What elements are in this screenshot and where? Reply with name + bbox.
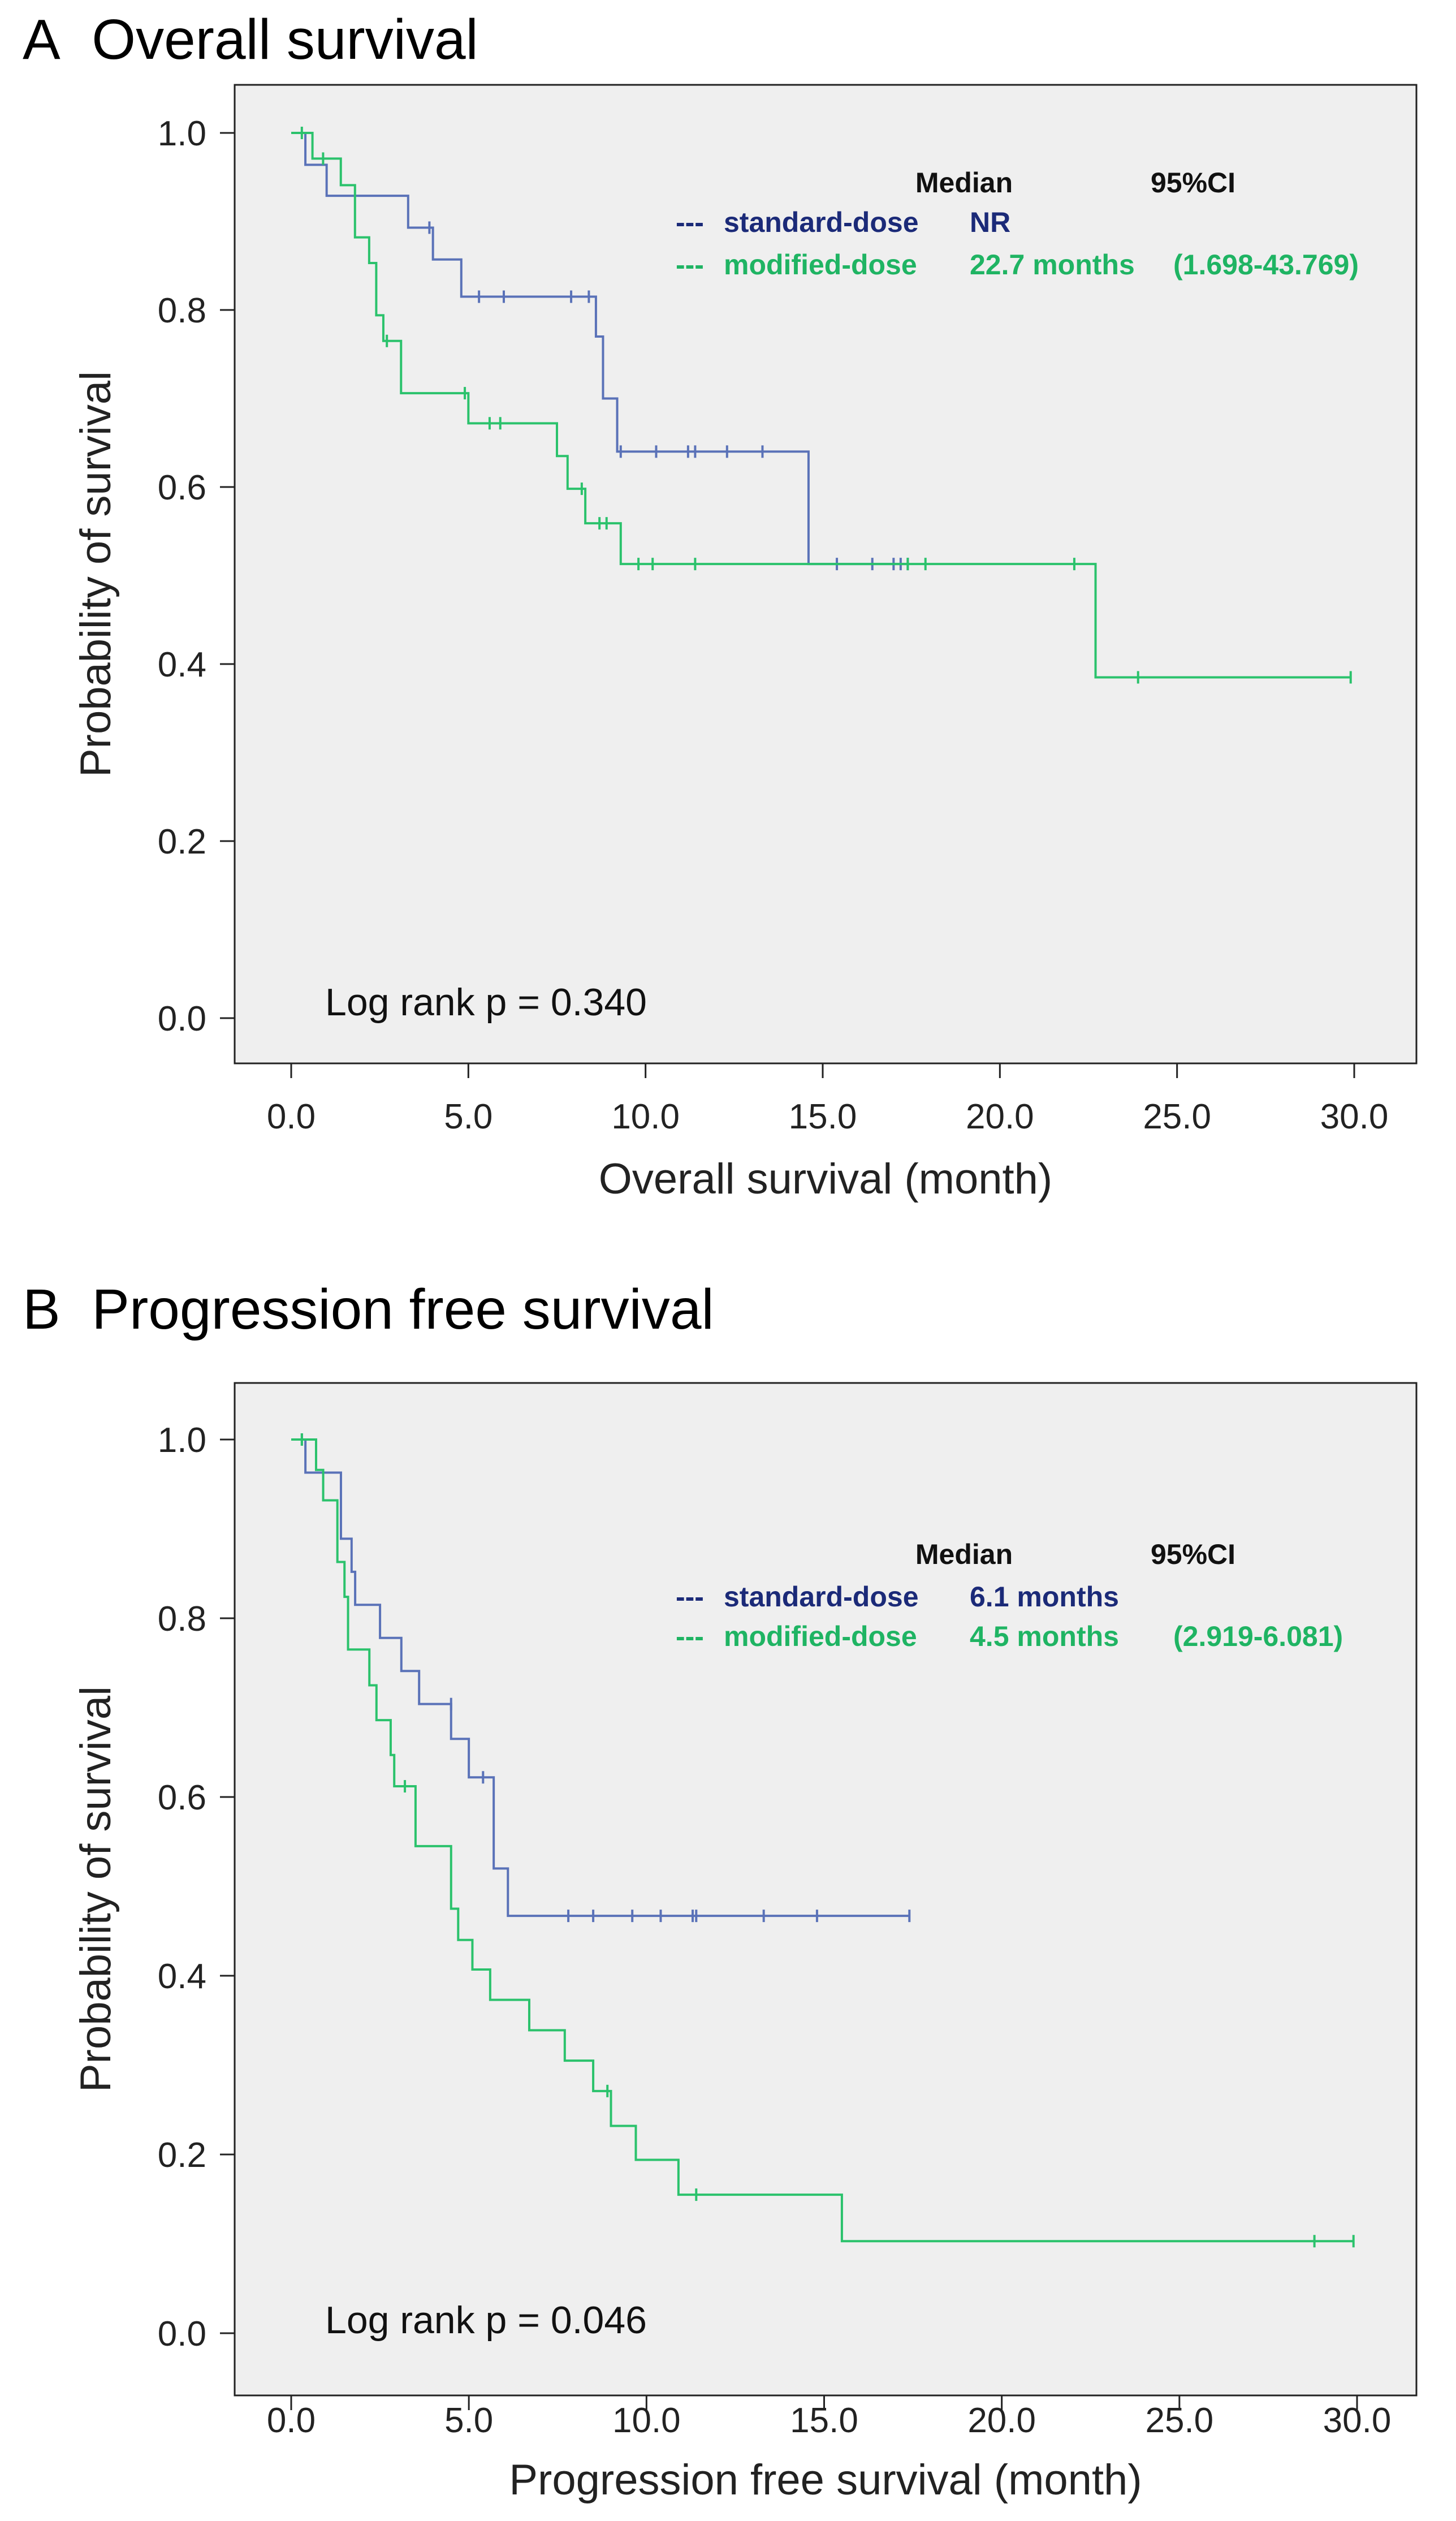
- x-axis-title: Progression free survival (month): [509, 2456, 1142, 2504]
- legend-header-ci: 95%CI: [1151, 167, 1235, 199]
- legend-series-name: modified-dose: [724, 1621, 917, 1652]
- x-tick-label: 20.0: [967, 2401, 1036, 2440]
- y-tick-label: 0.4: [158, 1957, 206, 1996]
- panel-b-title: B Progression free survival: [23, 1281, 714, 1338]
- survival-curve-modified: [291, 132, 1351, 679]
- legend-series-name: modified-dose: [724, 249, 917, 281]
- log-rank-annotation: Log rank p = 0.046: [325, 2299, 647, 2342]
- x-tick-label: 25.0: [1145, 2401, 1213, 2440]
- survival-curve-standard: [291, 1438, 910, 1917]
- y-tick-label: 0.6: [158, 468, 206, 507]
- y-tick-label: 0.2: [158, 822, 206, 861]
- legend-header-median: Median: [915, 1539, 1013, 1570]
- legend-median: 6.1 months: [970, 1581, 1119, 1613]
- x-tick-label: 15.0: [789, 1097, 857, 1136]
- y-axis-title: Probability of survival: [72, 371, 120, 777]
- x-tick-label: 25.0: [1143, 1097, 1211, 1136]
- x-tick-label: 5.0: [444, 2401, 493, 2440]
- plot-area: [234, 84, 1418, 1065]
- x-tick-label: 5.0: [444, 1097, 492, 1136]
- legend-prefix: ---: [676, 1621, 704, 1652]
- legend-series-name: standard-dose: [724, 1581, 919, 1613]
- log-rank-annotation: Log rank p = 0.340: [325, 981, 647, 1024]
- legend-prefix: ---: [676, 249, 704, 281]
- panel-b-label: B: [23, 1278, 61, 1341]
- x-tick-label: 10.0: [612, 2401, 681, 2440]
- y-tick-label: 0.8: [158, 1600, 206, 1639]
- legend-median: 4.5 months: [970, 1621, 1119, 1652]
- legend-prefix: ---: [676, 206, 704, 238]
- y-tick-label: 1.0: [158, 114, 206, 153]
- y-tick-label: 0.0: [158, 2315, 206, 2354]
- survival-curve-standard: [291, 132, 908, 566]
- y-tick-label: 0.8: [158, 291, 206, 330]
- y-tick-label: 0.4: [158, 645, 206, 684]
- y-tick-label: 0.0: [158, 999, 206, 1038]
- panel-b-title-text: Progression free survival: [92, 1278, 714, 1341]
- x-tick-label: 0.0: [267, 1097, 316, 1136]
- x-tick-label: 10.0: [611, 1097, 680, 1136]
- y-tick-label: 0.6: [158, 1778, 206, 1817]
- survival-curve-modified: [291, 1438, 1354, 2243]
- legend-ci: (1.698-43.769): [1173, 249, 1359, 281]
- panel-a-title: A Overall survival: [23, 11, 478, 68]
- y-axis-title: Probability of survival: [72, 1686, 120, 2092]
- y-tick-label: 0.2: [158, 2136, 206, 2175]
- overall-survival-chart: 0.0 0.2 0.4 0.6 0.8 1.0 0.0 5.0 10.0 15.0 20.0 25.0…: [72, 84, 1418, 1203]
- x-tick-label: 30.0: [1320, 1097, 1389, 1136]
- legend-ci: (2.919-6.081): [1173, 1621, 1343, 1652]
- x-tick-label: 15.0: [790, 2401, 858, 2440]
- x-tick-label: 0.0: [267, 2401, 316, 2440]
- progression-free-survival-chart: 0.0 0.2 0.4 0.6 0.8 1.0 0.0 5.0 10.0 15.0 20.0 25.0…: [72, 1382, 1418, 2504]
- panel-a-label: A: [23, 8, 61, 71]
- legend-header-ci: 95%CI: [1151, 1539, 1235, 1570]
- x-tick-label: 30.0: [1323, 2401, 1392, 2440]
- panel-a-title-text: Overall survival: [92, 8, 478, 71]
- x-tick-label: 20.0: [966, 1097, 1034, 1136]
- x-axis-title: Overall survival (month): [599, 1155, 1052, 1203]
- legend-median: NR: [970, 206, 1010, 238]
- legend-prefix: ---: [676, 1581, 704, 1613]
- y-tick-label: 1.0: [158, 1421, 206, 1460]
- legend-header-median: Median: [915, 167, 1013, 199]
- legend-median: 22.7 months: [970, 249, 1135, 281]
- legend-series-name: standard-dose: [724, 206, 919, 238]
- plot-area: [234, 1382, 1418, 2397]
